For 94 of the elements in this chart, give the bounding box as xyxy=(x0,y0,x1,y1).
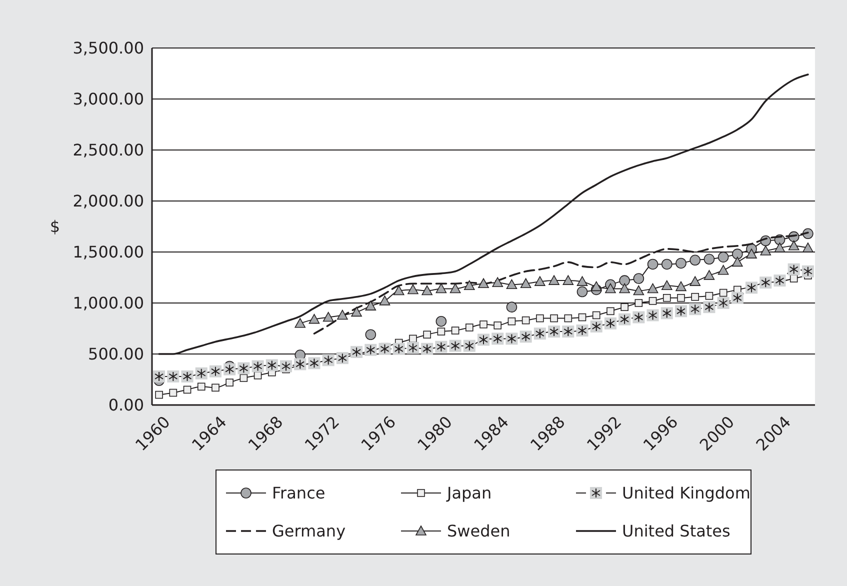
legend-label: United Kingdom xyxy=(622,484,750,503)
y-tick-label: 3,000.00 xyxy=(72,90,144,109)
point xyxy=(606,307,614,316)
point xyxy=(212,384,220,392)
point xyxy=(718,264,729,275)
point xyxy=(492,277,504,287)
point xyxy=(690,254,700,266)
y-tick-label: 500.00 xyxy=(88,344,144,364)
point xyxy=(365,329,376,340)
point xyxy=(788,240,800,250)
point xyxy=(379,296,390,306)
y-axis-title: $ xyxy=(50,217,60,236)
point xyxy=(423,330,431,339)
point xyxy=(197,382,206,391)
point xyxy=(308,314,320,324)
y-tick-label: 3,500.00 xyxy=(72,38,144,58)
point xyxy=(802,242,814,252)
point xyxy=(578,313,586,322)
point xyxy=(691,292,699,301)
point xyxy=(619,283,630,294)
point xyxy=(436,283,447,294)
point xyxy=(226,378,234,386)
point xyxy=(732,256,743,267)
point xyxy=(550,314,558,322)
point xyxy=(774,242,786,252)
point xyxy=(365,300,376,310)
point xyxy=(465,324,474,332)
point xyxy=(647,258,658,270)
point xyxy=(647,283,658,294)
point xyxy=(704,270,715,280)
point xyxy=(677,294,685,302)
point xyxy=(576,276,588,286)
point xyxy=(605,283,616,294)
point xyxy=(409,334,417,343)
point xyxy=(436,316,447,327)
point xyxy=(183,386,192,394)
point xyxy=(254,372,262,380)
point xyxy=(294,318,306,328)
point xyxy=(590,281,602,292)
point xyxy=(494,322,502,330)
point xyxy=(746,248,757,258)
y-tick-label: 2,500.00 xyxy=(72,140,144,160)
point xyxy=(592,311,600,320)
point xyxy=(634,299,643,307)
y-tick-label: 0.00 xyxy=(108,396,144,415)
legend-label: Sweden xyxy=(447,522,510,541)
point xyxy=(564,314,572,322)
point xyxy=(536,314,544,322)
point xyxy=(619,275,630,286)
point xyxy=(662,294,671,302)
point xyxy=(704,254,715,265)
point xyxy=(633,285,644,296)
point xyxy=(661,258,672,270)
legend-label: Germany xyxy=(272,522,346,541)
point xyxy=(508,317,516,326)
point xyxy=(760,246,772,256)
point xyxy=(661,280,672,290)
point xyxy=(408,284,418,294)
point xyxy=(393,285,404,296)
point xyxy=(576,286,588,298)
point xyxy=(480,320,488,328)
point xyxy=(690,276,700,286)
point xyxy=(648,297,657,305)
point xyxy=(351,306,362,317)
point xyxy=(450,283,461,294)
point xyxy=(522,316,530,324)
point xyxy=(548,275,560,285)
point xyxy=(506,302,518,312)
point xyxy=(633,273,644,284)
y-tick-label: 2,000.00 xyxy=(72,192,144,211)
y-tick-label: 1,500.00 xyxy=(72,242,144,262)
point xyxy=(169,388,178,397)
point xyxy=(705,292,714,300)
legend-label: France xyxy=(272,484,326,503)
point xyxy=(240,374,248,382)
point xyxy=(451,326,460,334)
point xyxy=(506,279,518,290)
point xyxy=(437,328,446,336)
y-tick-label: 1,000.00 xyxy=(72,294,144,313)
point xyxy=(562,275,574,285)
point xyxy=(732,248,743,260)
point xyxy=(620,303,628,311)
point xyxy=(718,252,729,262)
point xyxy=(155,390,163,399)
point xyxy=(719,288,728,297)
point xyxy=(422,285,432,296)
point xyxy=(322,312,334,322)
legend-label: Japan xyxy=(446,484,492,503)
legend-label: United States xyxy=(622,522,730,541)
point xyxy=(676,281,686,292)
point xyxy=(520,278,532,288)
point xyxy=(464,280,475,290)
point xyxy=(676,258,686,269)
point xyxy=(534,276,546,286)
